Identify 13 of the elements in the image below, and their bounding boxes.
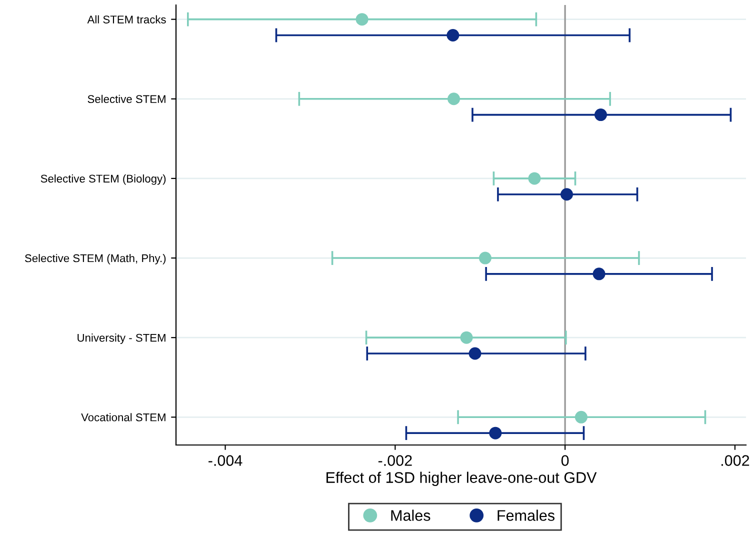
y-tick-label: Selective STEM (Biology) [40, 174, 166, 185]
x-tick-label: -.002 [378, 455, 412, 466]
x-tick-label: .002 [721, 455, 750, 466]
x-tick-label: -.004 [208, 455, 242, 466]
legend-label: Females [498, 510, 554, 521]
x-tick-label: 0 [561, 455, 569, 466]
y-tick-label: Selective STEM [88, 94, 166, 104]
x-axis-title: Effect of 1SD higher leave-one-out GDV [326, 472, 597, 486]
y-tick-label: Vocational STEM [81, 413, 166, 422]
y-tick-label: All STEM tracks [87, 15, 166, 24]
y-tick-label: Selective STEM (Math, Phy.) [24, 254, 166, 264]
y-tick-label: University - STEM [78, 334, 166, 344]
legend-label: Males [391, 510, 430, 521]
